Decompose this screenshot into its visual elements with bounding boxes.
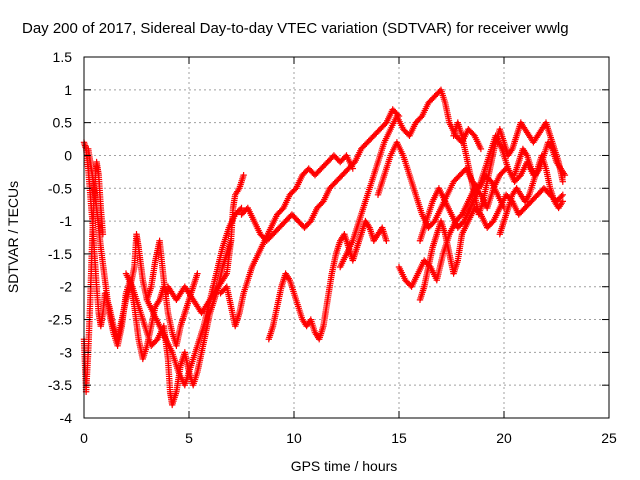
chart-title: Day 200 of 2017, Sidereal Day-to-day VTE… xyxy=(22,20,569,37)
y-tick-label: -1 xyxy=(60,213,73,229)
series-sat-f xyxy=(164,171,247,317)
x-tick-label: 15 xyxy=(391,430,407,446)
y-tick-label: -0.5 xyxy=(48,180,72,196)
plot-frame xyxy=(83,56,610,419)
data-point xyxy=(238,204,245,212)
y-axis-label: SDTVAR / TECUs xyxy=(5,181,21,293)
data-point xyxy=(559,178,566,185)
data-layer xyxy=(80,86,569,409)
y-tick-label: 1 xyxy=(64,82,72,98)
data-point xyxy=(99,231,107,238)
y-tick-label: -1.5 xyxy=(48,246,72,262)
y-tick-label: -3 xyxy=(60,344,73,360)
x-tick-label: 10 xyxy=(286,430,302,446)
data-point xyxy=(477,145,485,153)
x-tick-label: 25 xyxy=(601,430,617,446)
series-sat-i xyxy=(265,217,390,343)
y-tick-label: -2.5 xyxy=(48,312,72,328)
data-point xyxy=(559,198,566,205)
data-point xyxy=(237,206,244,213)
y-tick-label: -4 xyxy=(60,410,73,426)
data-point xyxy=(240,171,247,179)
y-tick-label: 1.5 xyxy=(53,49,73,65)
x-axis-label: GPS time / hours xyxy=(291,458,398,474)
series-sat-h xyxy=(238,106,403,244)
data-point xyxy=(194,270,201,277)
data-point xyxy=(383,237,390,244)
series-sat-j xyxy=(337,86,485,271)
x-tick-label: 20 xyxy=(496,430,512,446)
series-sat-p xyxy=(496,152,566,238)
series-sat-q xyxy=(511,139,569,179)
data-point xyxy=(559,191,566,199)
data-point xyxy=(558,192,565,200)
series-sat-g xyxy=(217,152,356,330)
data-point xyxy=(561,171,569,179)
y-tick-label: -3.5 xyxy=(48,377,72,393)
x-tick-label: 0 xyxy=(80,430,88,446)
axis-layer: 0 5 10 15 20 25 1.5 1 0.5 0 -0.5 -1 -1.5 -2 -2.5 -3 -3.5… xyxy=(48,49,617,446)
y-tick-label: 0.5 xyxy=(53,115,73,131)
series-sat-b xyxy=(80,158,107,395)
x-tick-label: 5 xyxy=(185,430,193,446)
y-tick-label: 0 xyxy=(64,147,72,163)
series-sat-m xyxy=(416,185,566,304)
y-tick-label: -2 xyxy=(60,279,73,295)
